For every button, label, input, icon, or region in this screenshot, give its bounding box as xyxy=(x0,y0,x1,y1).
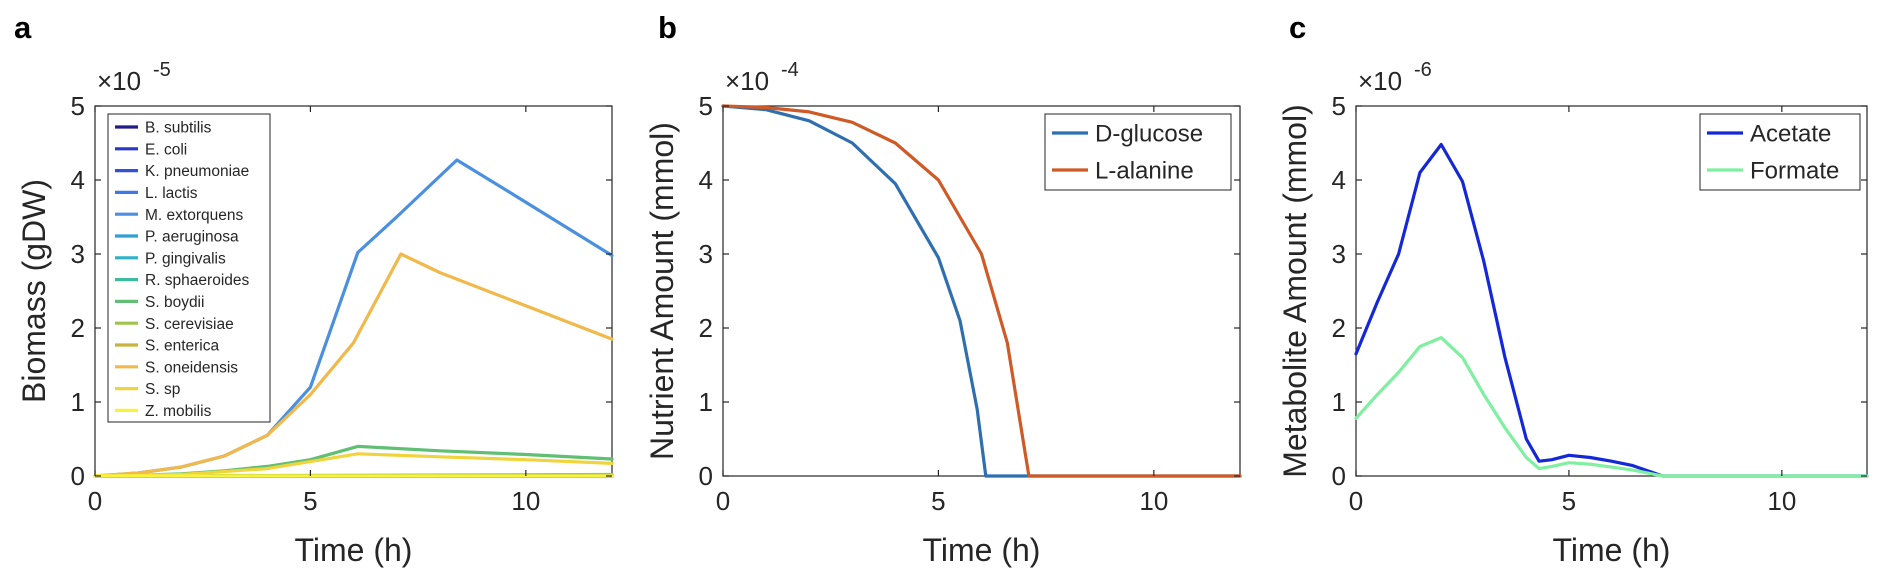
legend-label: B. subtilis xyxy=(145,120,212,137)
legend-label: Z. mobilis xyxy=(145,403,212,420)
x-tick-label: 0 xyxy=(716,486,730,516)
series-line xyxy=(93,252,614,478)
y-tick-label: 3 xyxy=(1332,239,1346,269)
y-tick-label: 4 xyxy=(699,165,713,195)
axis-multiplier-exponent: -6 xyxy=(1414,59,1432,81)
x-tick-label: 5 xyxy=(931,486,945,516)
axis-multiplier-exponent: -4 xyxy=(781,59,799,81)
series-line xyxy=(1354,142,1869,478)
legend-label: Formate xyxy=(1750,158,1839,185)
y-axis-label: Biomass (gDW) xyxy=(16,179,52,403)
legend-label: D-glucose xyxy=(1095,121,1203,148)
panel-letter: b xyxy=(658,10,677,45)
y-tick-label: 5 xyxy=(699,91,713,121)
axis-multiplier: ×10 xyxy=(97,66,141,96)
x-tick-label: 5 xyxy=(1562,486,1576,516)
panel-letter: c xyxy=(1289,10,1306,45)
x-tick-label: 10 xyxy=(511,486,540,516)
axis-multiplier-exponent: -5 xyxy=(153,59,171,81)
y-tick-label: 2 xyxy=(699,313,713,343)
y-tick-label: 1 xyxy=(1332,387,1346,417)
axis-multiplier: ×10 xyxy=(1358,66,1402,96)
chart-panel-b: b 0 5 10 0 1 2 3 4 5 ×10 -4 Time (h) Nutrient Amount … xyxy=(644,10,1242,568)
legend: B. subtilis E. coli K. pneumoniae L. lactis… xyxy=(107,113,271,423)
legend-label: K. pneumoniae xyxy=(145,163,249,180)
y-tick-label: 0 xyxy=(699,461,713,491)
y-axis-label: Metabolite Amount (mmol) xyxy=(1277,104,1313,477)
legend-box xyxy=(1044,113,1232,191)
axes-box xyxy=(722,105,1241,477)
y-tick-label: 2 xyxy=(1332,313,1346,343)
legend-label: L. lactis xyxy=(145,185,198,202)
legend-label: P. aeruginosa xyxy=(145,229,239,246)
legend-label: S. sp xyxy=(145,381,180,398)
x-tick-label: 10 xyxy=(1139,486,1168,516)
legend-label: S. boydii xyxy=(145,294,204,311)
legend-label: Acetate xyxy=(1750,121,1831,148)
series-line xyxy=(721,104,1242,478)
x-tick-label: 10 xyxy=(1767,486,1796,516)
legend-label: L-alanine xyxy=(1095,158,1194,185)
legend-label: E. coli xyxy=(145,141,187,158)
y-tick-label: 0 xyxy=(71,461,85,491)
legend: D-glucose L-alanine xyxy=(1044,113,1232,191)
y-tick-label: 3 xyxy=(71,239,85,269)
legend-label: S. cerevisiae xyxy=(145,316,234,333)
axis-multiplier: ×10 xyxy=(725,66,769,96)
legend-box xyxy=(107,113,271,423)
y-tick-label: 0 xyxy=(1332,461,1346,491)
series-line xyxy=(1354,336,1869,478)
x-axis-label: Time (h) xyxy=(923,532,1041,568)
y-tick-label: 1 xyxy=(699,387,713,417)
legend-label: R. sphaeroides xyxy=(145,272,250,289)
y-tick-label: 2 xyxy=(71,313,85,343)
legend-label: P. gingivalis xyxy=(145,250,226,267)
axes-box xyxy=(1355,105,1868,477)
y-tick-label: 5 xyxy=(71,91,85,121)
x-tick-label: 0 xyxy=(1349,486,1363,516)
y-axis-label: Nutrient Amount (mmol) xyxy=(644,122,680,460)
y-tick-label: 3 xyxy=(699,239,713,269)
chart-panel-c: c 0 5 10 0 1 2 3 4 5 ×10 -6 Time (h) Metabolite Amoun… xyxy=(1277,10,1869,568)
chart-panel-a: a 0 5 10 0 1 2 3 4 5 ×10 -5 Time (h) Biomass (gDW) B. … xyxy=(14,10,614,568)
legend-label: S. oneidensis xyxy=(145,359,238,376)
y-tick-label: 5 xyxy=(1332,91,1346,121)
panel-letter: a xyxy=(14,10,32,45)
x-tick-label: 0 xyxy=(88,486,102,516)
series-line xyxy=(721,104,1242,478)
x-tick-label: 5 xyxy=(303,486,317,516)
x-axis-label: Time (h) xyxy=(1553,532,1671,568)
y-tick-label: 1 xyxy=(71,387,85,417)
legend: Acetate Formate xyxy=(1699,113,1861,191)
legend-box xyxy=(1699,113,1861,191)
y-tick-label: 4 xyxy=(1332,165,1346,195)
y-tick-label: 4 xyxy=(71,165,85,195)
legend-label: S. enterica xyxy=(145,338,219,355)
legend-label: M. extorquens xyxy=(145,207,243,224)
x-axis-label: Time (h) xyxy=(295,532,413,568)
